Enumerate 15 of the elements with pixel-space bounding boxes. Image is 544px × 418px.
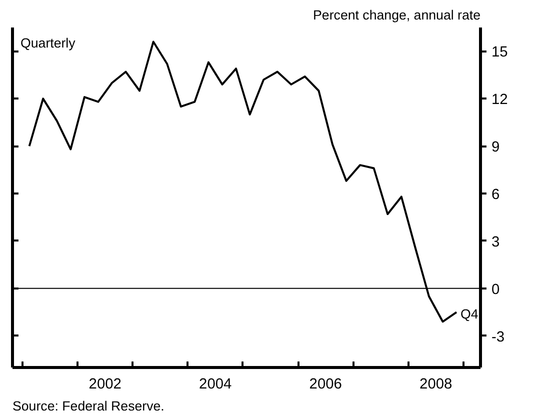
y-tick-label: 3	[492, 234, 500, 250]
y-tick-label: 0	[492, 282, 500, 298]
y-axis-title: Percent change, annual rate	[313, 8, 481, 22]
x-tick-label: 2004	[199, 376, 232, 392]
x-tick-label: 2002	[88, 376, 122, 392]
y-tick-label: -3	[492, 329, 505, 346]
x-tick-label: 2008	[420, 376, 452, 392]
y-tick-label: 12	[492, 92, 508, 108]
y-tick-label: 15	[492, 44, 508, 61]
x-tick-label: 2006	[309, 376, 342, 392]
source-note: Source: Federal Reserve.	[12, 398, 164, 414]
y-tick-label: 9	[492, 140, 500, 156]
y-tick-label: 6	[492, 187, 500, 204]
annotation: Q4	[460, 306, 479, 322]
annotation: Quarterly	[20, 36, 76, 50]
